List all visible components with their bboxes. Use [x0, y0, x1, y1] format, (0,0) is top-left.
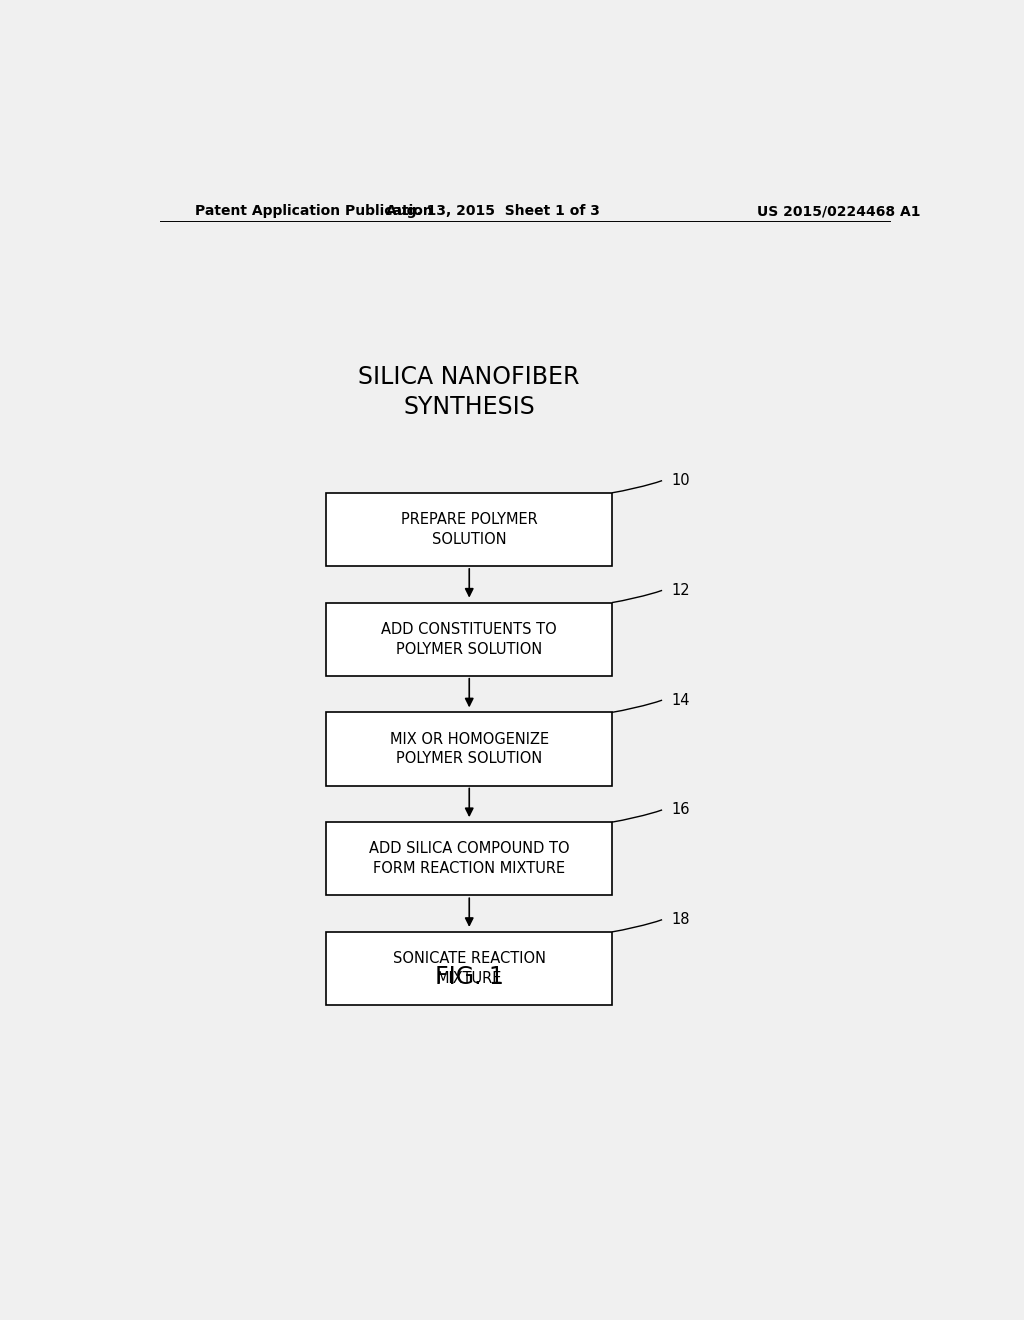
Text: FIG. 1: FIG. 1 — [435, 965, 504, 989]
Bar — [327, 822, 612, 895]
Text: PREPARE POLYMER
SOLUTION: PREPARE POLYMER SOLUTION — [400, 512, 538, 546]
Bar — [327, 602, 612, 676]
Text: 18: 18 — [672, 912, 690, 927]
Text: ADD SILICA COMPOUND TO
FORM REACTION MIXTURE: ADD SILICA COMPOUND TO FORM REACTION MIX… — [369, 841, 569, 876]
Text: 10: 10 — [672, 473, 690, 488]
Text: SONICATE REACTION
MIXTURE: SONICATE REACTION MIXTURE — [393, 952, 546, 986]
Text: Aug. 13, 2015  Sheet 1 of 3: Aug. 13, 2015 Sheet 1 of 3 — [386, 205, 600, 218]
Bar — [327, 932, 612, 1005]
Bar — [327, 713, 612, 785]
Text: SILICA NANOFIBER
SYNTHESIS: SILICA NANOFIBER SYNTHESIS — [358, 366, 580, 418]
Bar — [327, 492, 612, 566]
Text: MIX OR HOMOGENIZE
POLYMER SOLUTION: MIX OR HOMOGENIZE POLYMER SOLUTION — [390, 731, 549, 767]
Text: 12: 12 — [672, 583, 690, 598]
Text: 14: 14 — [672, 693, 690, 708]
Text: US 2015/0224468 A1: US 2015/0224468 A1 — [757, 205, 920, 218]
Text: 16: 16 — [672, 803, 690, 817]
Text: ADD CONSTITUENTS TO
POLYMER SOLUTION: ADD CONSTITUENTS TO POLYMER SOLUTION — [381, 622, 557, 656]
Text: Patent Application Publication: Patent Application Publication — [196, 205, 433, 218]
